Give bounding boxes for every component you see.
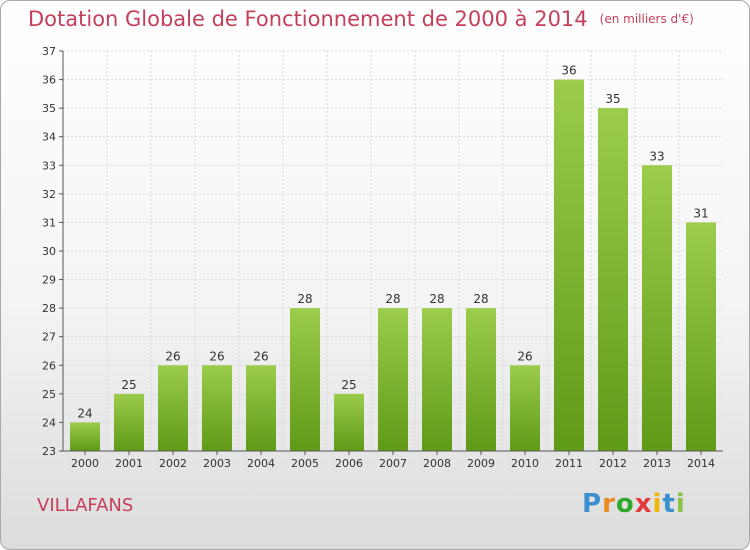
x-tick-label: 2013 bbox=[643, 457, 671, 470]
bar-2012 bbox=[598, 108, 628, 452]
x-tick-label: 2014 bbox=[687, 457, 715, 470]
bars bbox=[70, 79, 716, 452]
y-tick-label: 31 bbox=[42, 216, 56, 229]
x-tick-label: 2003 bbox=[203, 457, 231, 470]
bar-2008 bbox=[422, 308, 452, 451]
y-tick-label: 29 bbox=[42, 274, 56, 287]
logo-letter: i bbox=[675, 489, 686, 519]
value-label: 25 bbox=[121, 378, 136, 392]
y-tick-label: 24 bbox=[42, 416, 56, 429]
x-tick-label: 2002 bbox=[159, 457, 187, 470]
bar-2002 bbox=[158, 365, 188, 451]
y-tick-label: 28 bbox=[42, 302, 56, 315]
y-tick-label: 30 bbox=[42, 245, 56, 258]
value-label: 36 bbox=[561, 64, 576, 78]
y-tick-label: 33 bbox=[42, 159, 56, 172]
y-tick-label: 26 bbox=[42, 359, 56, 372]
commune-name: VILLAFANS bbox=[37, 495, 134, 516]
y-tick-label: 36 bbox=[42, 74, 56, 87]
bar-2007 bbox=[378, 308, 408, 451]
logo-letter: x bbox=[634, 489, 653, 519]
x-tick-label: 2011 bbox=[555, 457, 583, 470]
value-label: 26 bbox=[165, 349, 180, 363]
y-tick-label: 25 bbox=[42, 388, 56, 401]
x-tick-label: 2005 bbox=[291, 457, 319, 470]
y-tick-label: 27 bbox=[42, 331, 56, 344]
value-labels: 24 25 26 26 26 28 25 28 28 28 26 36 35 33 31 bbox=[77, 64, 708, 421]
y-tick-label: 32 bbox=[42, 188, 56, 201]
y-tick-label: 37 bbox=[42, 45, 56, 58]
x-tick-labels: 2000 2001 2002 2003 2004 2005 2006 2007 2008 2009… bbox=[71, 457, 715, 470]
value-label: 25 bbox=[341, 378, 356, 392]
value-label: 26 bbox=[209, 349, 224, 363]
x-tick-label: 2001 bbox=[115, 457, 143, 470]
bar-2005 bbox=[290, 308, 320, 451]
axes bbox=[59, 50, 723, 455]
bar-2009 bbox=[466, 308, 496, 451]
title-text: Dotation Globale de Fonctionnement de 20… bbox=[28, 7, 588, 31]
value-label: 31 bbox=[693, 206, 708, 220]
x-tick-label: 2008 bbox=[423, 457, 451, 470]
logo-letter: i bbox=[652, 489, 663, 519]
x-tick-label: 2010 bbox=[511, 457, 539, 470]
title-unit: (en milliers d'€) bbox=[599, 12, 694, 26]
x-tick-label: 2000 bbox=[71, 457, 99, 470]
value-label: 28 bbox=[297, 292, 312, 306]
bar-2004 bbox=[246, 365, 276, 451]
value-label: 28 bbox=[473, 292, 488, 306]
y-tick-labels: 23 24 25 26 27 28 29 30 31 32 33 34 35 36 37 bbox=[42, 45, 56, 458]
x-tick-label: 2009 bbox=[467, 457, 495, 470]
bar-2011 bbox=[554, 79, 584, 452]
value-label: 26 bbox=[517, 349, 532, 363]
logo-letter: t bbox=[662, 489, 676, 519]
logo-letter: o bbox=[615, 489, 635, 519]
y-tick-label: 34 bbox=[42, 131, 56, 144]
bar-2013 bbox=[642, 165, 672, 452]
x-tick-label: 2007 bbox=[379, 457, 407, 470]
bar-2001 bbox=[114, 393, 144, 451]
value-label: 33 bbox=[649, 149, 664, 163]
y-tick-label: 35 bbox=[42, 102, 56, 115]
value-label: 24 bbox=[77, 406, 92, 420]
x-tick-label: 2012 bbox=[599, 457, 627, 470]
value-label: 28 bbox=[385, 292, 400, 306]
value-label: 26 bbox=[253, 349, 268, 363]
proxiti-logo: Proxiti bbox=[582, 489, 686, 519]
bar-2000 bbox=[70, 422, 100, 451]
y-tick-label: 23 bbox=[42, 445, 56, 458]
value-label: 35 bbox=[605, 92, 620, 106]
bar-2003 bbox=[202, 365, 232, 451]
x-tick-label: 2006 bbox=[335, 457, 363, 470]
bar-2006 bbox=[334, 393, 364, 451]
value-label: 28 bbox=[429, 292, 444, 306]
chart-title: Dotation Globale de Fonctionnement de 20… bbox=[28, 7, 694, 31]
logo-letter: P bbox=[582, 489, 603, 519]
x-tick-label: 2004 bbox=[247, 457, 275, 470]
logo-letter: r bbox=[602, 489, 616, 519]
bar-2010 bbox=[510, 365, 540, 451]
bar-2014 bbox=[686, 222, 716, 451]
